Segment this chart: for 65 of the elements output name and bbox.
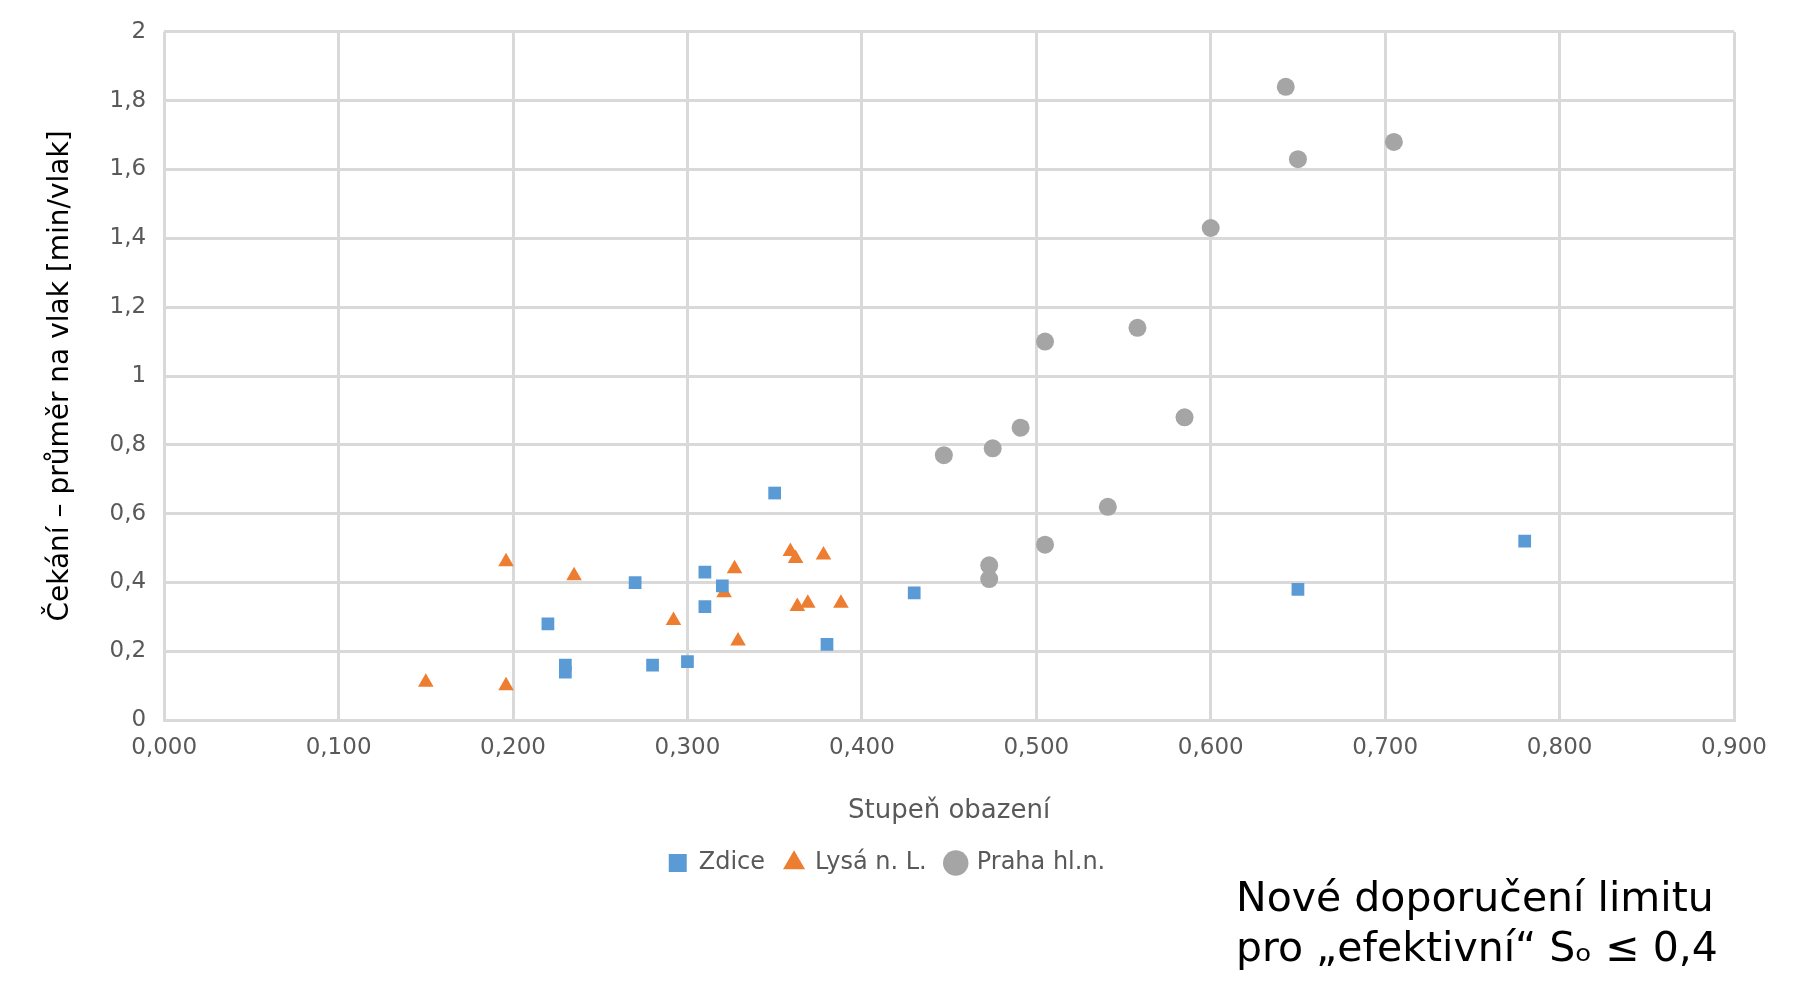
x-tick-label: 0,000 xyxy=(131,732,198,759)
y-tick-label: 1,4 xyxy=(109,223,147,250)
point xyxy=(498,676,514,691)
point xyxy=(768,486,782,500)
x-tick-label: 0,900 xyxy=(1701,732,1767,759)
x-tick-label: 0,300 xyxy=(654,732,721,759)
y-tick-label: 1,2 xyxy=(109,292,147,319)
x-tick-label: 0,800 xyxy=(1526,732,1593,759)
point xyxy=(1288,150,1307,169)
legend-label: Zdice xyxy=(698,847,766,876)
point xyxy=(789,597,806,612)
point xyxy=(820,638,834,651)
point xyxy=(541,617,555,631)
point xyxy=(800,594,816,608)
x-axis-title: Stupeň obazení xyxy=(848,794,1051,825)
point xyxy=(907,586,921,600)
y-tick-label: 1,6 xyxy=(109,154,147,181)
point xyxy=(1128,318,1147,337)
y-tick-label: 0 xyxy=(131,705,147,732)
point xyxy=(1291,583,1305,596)
point xyxy=(934,446,953,465)
y-axis-title: Čekání – průměr na vlak [min/vlak] xyxy=(41,130,76,622)
y-tick-label: 0,8 xyxy=(109,429,147,456)
point xyxy=(681,655,694,669)
legend-label: Lysá n. L. xyxy=(815,847,927,876)
point xyxy=(628,576,642,589)
point xyxy=(558,665,572,679)
point xyxy=(1036,535,1055,554)
point xyxy=(833,594,849,608)
point xyxy=(646,658,659,672)
point xyxy=(715,579,729,593)
y-tick-label: 0,4 xyxy=(109,567,147,594)
point xyxy=(1276,77,1295,96)
point xyxy=(418,673,434,687)
x-tick-label: 0,600 xyxy=(1177,732,1244,759)
text: Nové doporučení limitu pro „efektivní“ Sₒ ≤ 0,4 xyxy=(1236,872,1719,972)
point xyxy=(665,611,682,625)
x-tick-label: 0,700 xyxy=(1352,732,1419,759)
y-tick-label: 1 xyxy=(131,360,147,387)
point xyxy=(787,549,804,563)
point xyxy=(566,566,582,581)
point xyxy=(698,600,712,613)
point xyxy=(698,565,712,579)
point xyxy=(1011,418,1030,437)
x-tick-label: 0,100 xyxy=(305,732,372,759)
point xyxy=(1036,332,1055,351)
y-tick-label: 1,8 xyxy=(109,85,147,112)
point xyxy=(1175,408,1194,427)
point xyxy=(730,632,746,646)
x-tick-label: 0,500 xyxy=(1003,732,1070,759)
point xyxy=(815,545,832,560)
y-tick-label: 2 xyxy=(131,16,147,43)
point xyxy=(1201,218,1220,237)
x-tick-label: 0,200 xyxy=(480,732,546,759)
point xyxy=(726,559,743,574)
point xyxy=(1518,534,1532,548)
point xyxy=(1098,497,1117,516)
point xyxy=(980,570,999,589)
y-tick-label: 0,6 xyxy=(109,498,147,525)
point xyxy=(498,552,514,567)
y-tick-label: 0,2 xyxy=(109,636,147,663)
x-tick-label: 0,400 xyxy=(828,732,895,759)
legend-label: Praha hl.n. xyxy=(976,847,1106,876)
point xyxy=(983,439,1002,458)
point xyxy=(1384,132,1403,151)
